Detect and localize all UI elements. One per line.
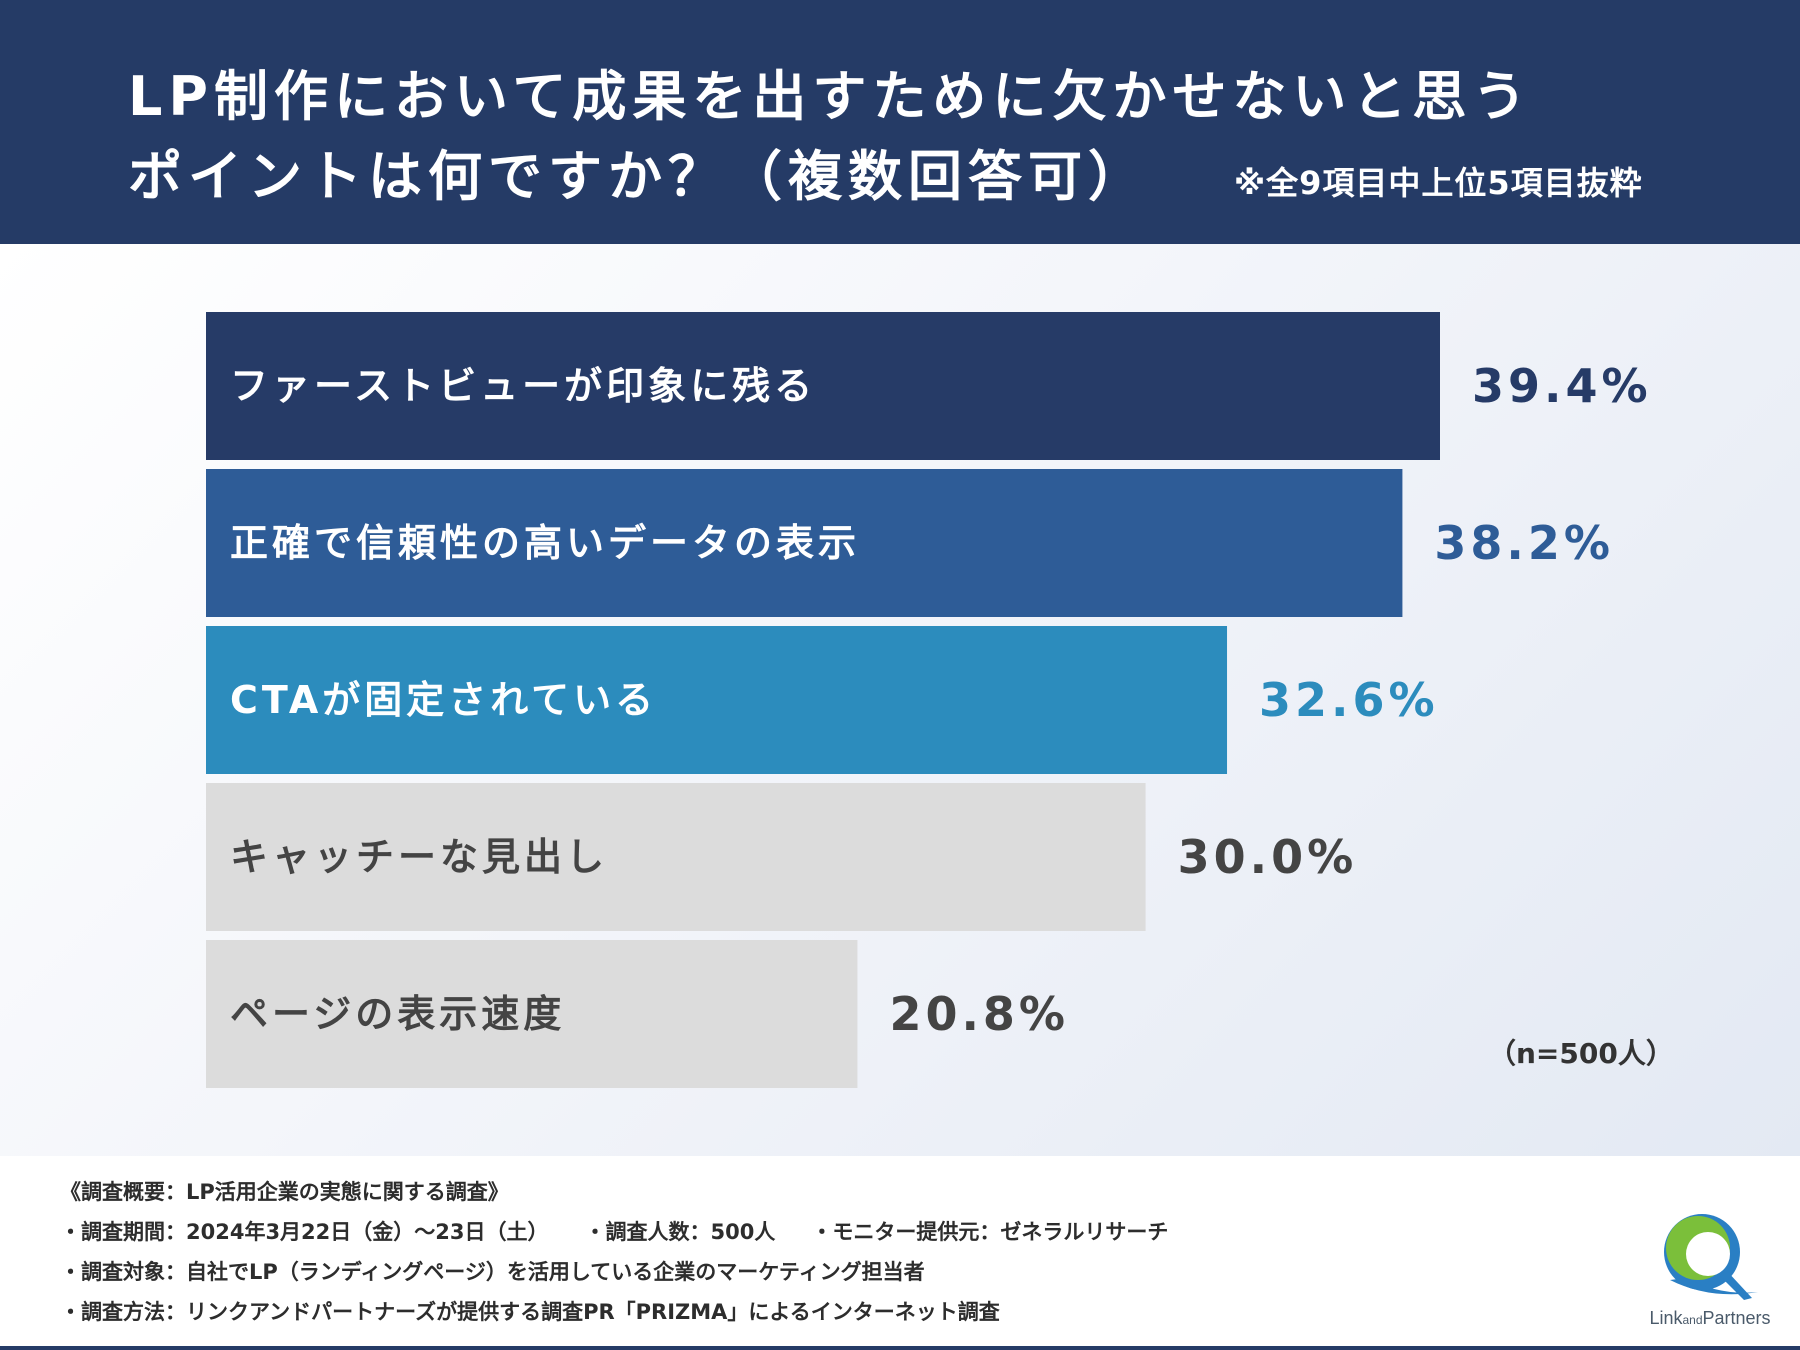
value-label-3: 32.6% [1259,673,1439,727]
bar-label-2: 正確で信頼性の高いデータの表示 [230,521,860,565]
value-label-1: 39.4% [1472,359,1652,413]
survey-target: ・調査対象：自社でLP（ランディングページ）を活用している企業のマーケティング担… [60,1260,925,1284]
bar-label-3: CTAが固定されている [230,678,657,722]
logo-wordmark: LinkandPartners [1649,1308,1771,1328]
value-label-5: 20.8% [889,987,1069,1041]
chart-title-line-1: LP制作において成果を出すために欠かせないと思う [128,65,1533,128]
survey-period: ・調査期間：2024年3月22日（金）～23日（土） [60,1220,549,1244]
bar-2 [206,469,1403,617]
bar-3 [206,626,1228,774]
header-banner: LP制作において成果を出すために欠かせないと思う ポイントは何ですか？（複数回答… [0,0,1800,244]
survey-overview: 《調査概要：LP活用企業の実態に関する調査》 [60,1180,509,1204]
logo-mark-icon [1664,1214,1758,1300]
sample-size-note: （n=500人） [1488,1037,1674,1070]
bar-label-5: ページの表示速度 [230,992,565,1036]
bar-1 [206,312,1440,460]
survey-footer: 《調査概要：LP活用企業の実態に関する調査》 ・調査期間：2024年3月22日（… [0,1156,1800,1350]
survey-method: ・調査方法：リンクアンドパートナーズが提供する調査PR「PRIZMA」によるイン… [60,1300,1000,1324]
survey-provider: ・モニター提供元：ゼネラルリサーチ [811,1220,1169,1244]
chart-subtitle-note: ※全9項目中上位5項目抜粋 [1234,164,1643,202]
bar-label-1: ファーストビューが印象に残る [230,364,816,408]
bar-chart: ファーストビューが印象に残る 39.4% 正確で信頼性の高いデータの表示 38.2% C… [206,312,1652,1088]
bar-label-4: キャッチーな見出し [230,835,608,879]
bar-5 [206,940,858,1088]
survey-respondents: ・調査人数：500人 [584,1220,776,1244]
value-label-2: 38.2% [1434,516,1614,570]
value-label-4: 30.0% [1178,830,1358,884]
survey-period-row: ・調査期間：2024年3月22日（金）～23日（土） ・調査人数：500人 ・モニタ… [60,1216,1168,1246]
company-logo: LinkandPartners [1640,1200,1780,1340]
chart-title-line-2: ポイントは何ですか？（複数回答可） [128,145,1148,208]
bar-4 [206,783,1146,931]
chart-area: ファーストビューが印象に残る 39.4% 正確で信頼性の高いデータの表示 38.2% C… [0,244,1800,1156]
